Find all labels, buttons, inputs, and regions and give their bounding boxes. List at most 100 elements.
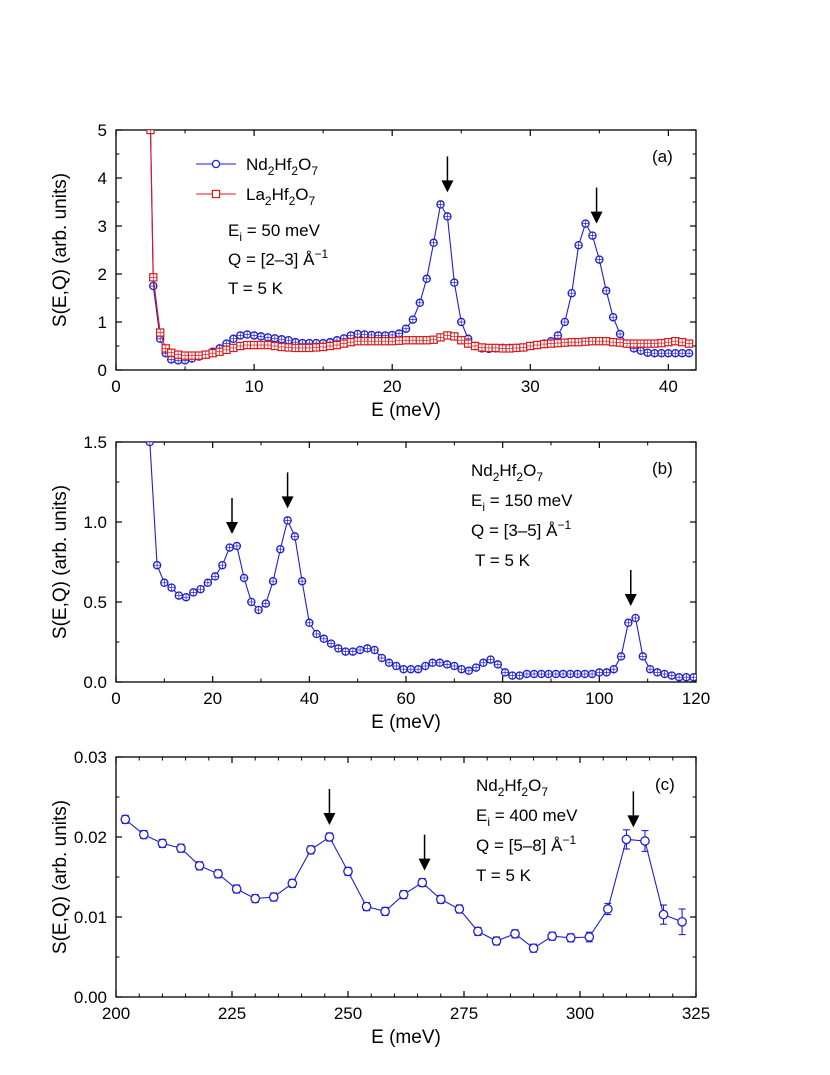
plot-frame: [115, 756, 697, 998]
data-point: [138, 829, 149, 840]
data-point: [454, 904, 465, 914]
series-0: [145, 442, 696, 682]
y-tick-label: 0.0: [83, 673, 107, 692]
y-tick-label: 0.02: [74, 828, 107, 847]
annotation-line: Ei = 50 meV: [228, 221, 321, 244]
peak-arrow-head: [627, 815, 640, 828]
anno-part-0-0-rest: = 50 meV: [242, 221, 321, 240]
data-point: [287, 878, 298, 889]
y-tick-label: 0.03: [74, 748, 107, 767]
annotation-line: Q = [3–5] Å−1: [471, 518, 571, 540]
formula-leg01-4: O: [295, 185, 308, 204]
annotation-line: T = 5 K: [228, 279, 284, 298]
y-tick-label: 1: [98, 313, 107, 332]
y-tick-label: 0.5: [83, 593, 107, 612]
anno-part-2-0-sub: i: [487, 815, 490, 829]
anno-part-2-0-rest: = 400 meV: [490, 806, 578, 825]
series-line: [149, 130, 690, 361]
formula-ann2-5: 7: [541, 785, 548, 799]
data-point: [640, 836, 650, 846]
data-point: [565, 932, 576, 943]
data-point: [380, 906, 390, 917]
data-point: [120, 814, 131, 825]
anno-part-0-1-sup: −1: [314, 247, 328, 261]
formula-ann1-1: 2: [493, 470, 500, 484]
anno-part-1-1-base: Q = [3–5] Å: [471, 521, 558, 540]
panel-label: (b): [652, 459, 673, 478]
y-tick-label: 2: [98, 265, 107, 284]
y-axis-title: S(E,Q) (arb. units): [50, 485, 71, 639]
anno-part-1-0-rest: = 150 meV: [485, 491, 573, 510]
formula-leg01-1: 2: [265, 194, 272, 208]
formula-ann2-2: Hf: [504, 776, 521, 795]
y-tick-label: 0: [98, 361, 107, 380]
data-point: [510, 928, 520, 939]
formula-ann2-0: Nd: [476, 776, 498, 795]
x-axis-title: E (meV): [371, 1027, 441, 1048]
peak-arrow-head: [624, 594, 637, 606]
x-tick-label: 100: [585, 689, 613, 708]
series-line: [149, 442, 694, 678]
y-tick-label: 4: [98, 169, 107, 188]
anno-part-0-0-base: E: [228, 221, 239, 240]
data-point: [658, 909, 669, 920]
annotation-line: Q = [5–8] Å−1: [476, 833, 576, 855]
x-tick-label: 225: [218, 1004, 246, 1023]
peak-arrow-head: [323, 813, 336, 825]
y-tick-label: 1.5: [83, 433, 107, 452]
formula-leg00-3: 2: [291, 164, 298, 178]
data-point: [491, 936, 502, 946]
series-0: [120, 814, 687, 954]
data-point: [584, 932, 595, 942]
series-1: [146, 130, 694, 360]
plot-frame: [115, 441, 697, 683]
data-point: [157, 838, 168, 849]
peak-arrow-head: [418, 858, 431, 871]
anno-part-2-0-base: E: [476, 806, 487, 825]
data-point: [194, 860, 205, 871]
x-tick-label: 0: [111, 377, 120, 396]
y-tick-label: 0.00: [74, 988, 107, 1007]
data-point: [677, 916, 687, 927]
x-axis-title: E (meV): [371, 400, 441, 421]
formula-leg01-2: Hf: [272, 185, 289, 204]
peak-arrow-head: [441, 180, 454, 193]
formula-leg00-5: 7: [311, 164, 318, 178]
x-tick-label: 0: [111, 689, 120, 708]
annotation-compound: Nd2Hf2O7​: [476, 776, 548, 799]
peak-arrow-head: [590, 211, 603, 224]
annotation-line: T = 5 K: [475, 551, 531, 570]
x-tick-label: 275: [450, 1004, 478, 1023]
anno-part-1-0-base: E: [471, 491, 482, 510]
peak-arrow-head: [281, 496, 294, 509]
x-tick-label: 325: [682, 1004, 710, 1023]
anno-part-1-0-sub: i: [482, 500, 485, 514]
data-point: [176, 843, 186, 854]
x-tick-label: 30: [521, 377, 540, 396]
panel-0: 0 10 20 30 40 0 1 2 3 4 5 E (meV) S(E,Q) (arb. units…: [50, 121, 697, 421]
anno-part-0-0-sub: i: [239, 230, 242, 244]
x-tick-label: 20: [383, 377, 402, 396]
panel-2: 200 225 250 275 300 325 0.00 0.01 0.02 0.03 E (meV…: [50, 748, 710, 1048]
panel-1: 0 20 40 60 80 100 120 0.0 0.5 1.0 1.5 E (meV) S(E,Q)…: [50, 433, 710, 733]
x-tick-label: 20: [203, 689, 222, 708]
data-point: [306, 844, 316, 855]
formula-ann1-2: Hf: [499, 461, 516, 480]
series-0: [146, 130, 694, 365]
legend-entry: La2Hf2O7​: [246, 185, 316, 208]
anno-part-0-1-base: Q = [2–3] Å: [228, 250, 315, 269]
peak-arrow-head: [226, 522, 238, 534]
data-point: [231, 884, 242, 894]
data-point: [621, 834, 632, 845]
anno-part-2-1-base: Q = [5–8] Å: [476, 836, 563, 855]
formula-ann1-5: 7: [536, 470, 543, 484]
x-tick-label: 300: [566, 1004, 594, 1023]
data-point: [343, 866, 353, 877]
x-tick-label: 40: [659, 377, 678, 396]
x-tick-label: 60: [397, 689, 416, 708]
data-point: [473, 926, 483, 937]
annotation-line: T = 5 K: [476, 866, 532, 885]
formula-leg00-1: 2: [268, 164, 275, 178]
data-point: [547, 931, 558, 942]
